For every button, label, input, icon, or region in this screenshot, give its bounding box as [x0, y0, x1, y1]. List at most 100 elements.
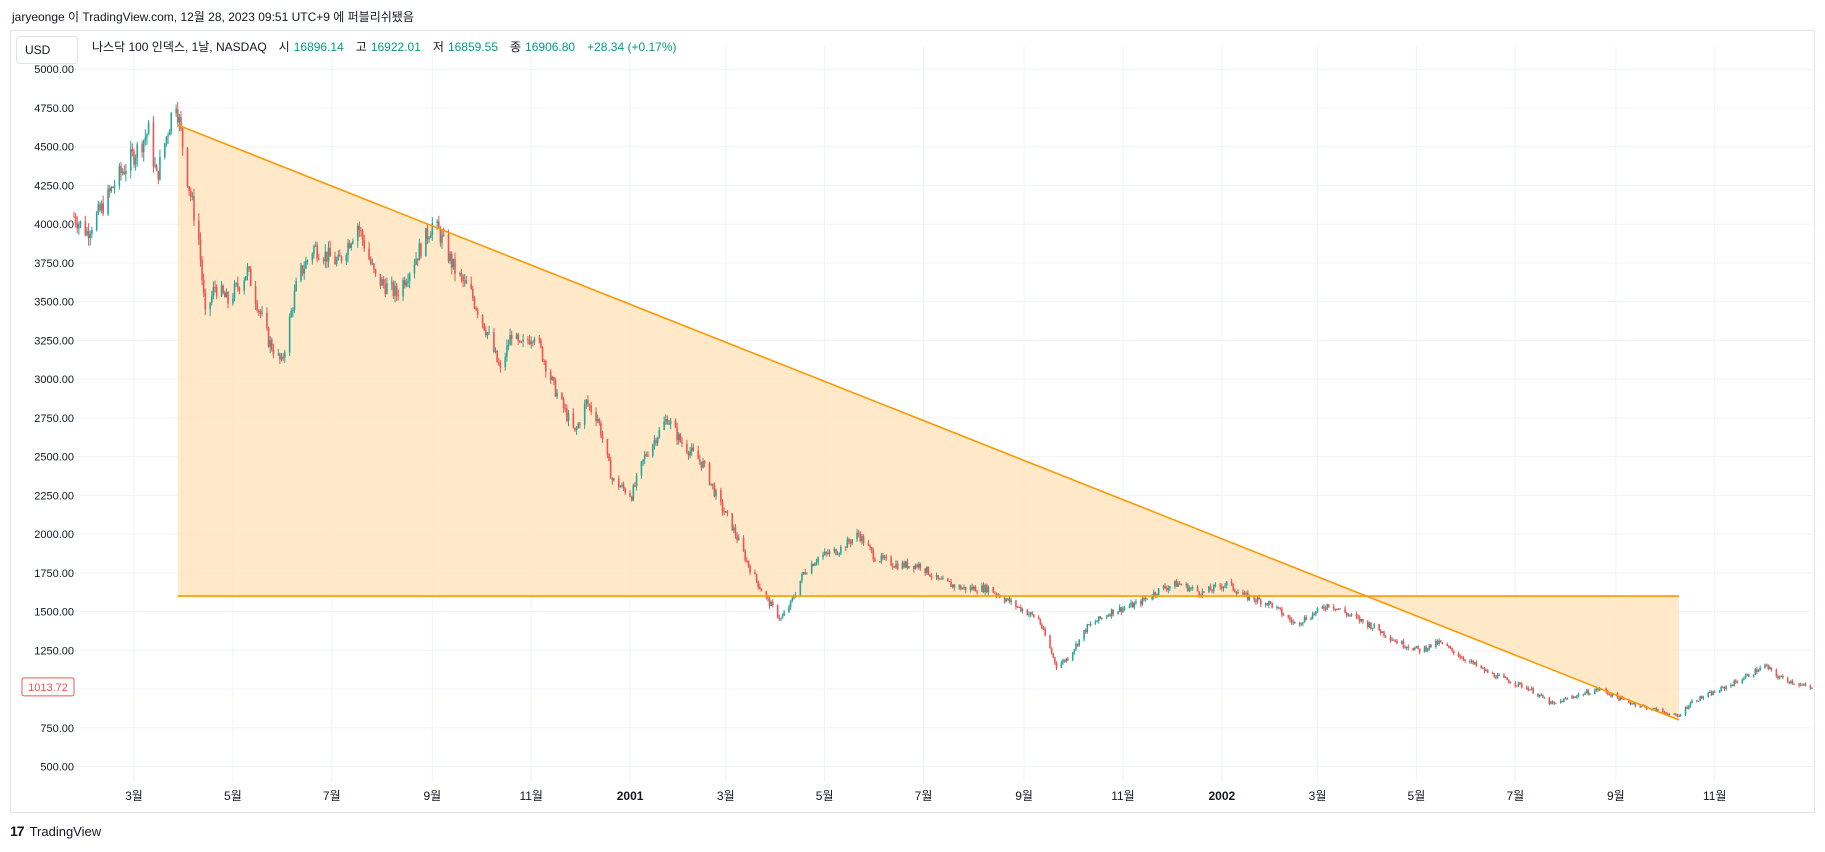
candle-body [904, 561, 907, 568]
candle-body [890, 557, 892, 566]
candle-body [1712, 691, 1714, 696]
descending-trendline[interactable] [177, 124, 1680, 721]
candle-body [908, 566, 910, 569]
candle-body [679, 434, 682, 442]
candle-body [1744, 675, 1747, 679]
candle-body [1118, 607, 1121, 612]
candle-body [1709, 691, 1711, 694]
candle-body [305, 260, 307, 269]
x-tick-label: 11월 [519, 789, 543, 803]
candle-body [1339, 608, 1342, 610]
candle-body [76, 223, 79, 229]
candle-body [1151, 597, 1153, 600]
candle-body [426, 228, 429, 240]
candle-body [622, 484, 625, 489]
candle-body [413, 264, 416, 274]
candle-body [1028, 614, 1030, 616]
candle-body [198, 220, 200, 240]
candle-body [1105, 616, 1108, 618]
candle-body [223, 292, 226, 298]
candle-body [73, 216, 75, 218]
candle-body [313, 246, 315, 255]
candle-body [995, 593, 998, 596]
candle-body [867, 543, 870, 546]
candle-body [1292, 621, 1294, 623]
candle-body [1225, 581, 1228, 586]
candle-body [1211, 590, 1213, 592]
candle-body [1300, 623, 1303, 625]
x-tick-label: 7월 [915, 789, 933, 803]
candle-body [903, 562, 905, 568]
candle-body [1587, 690, 1590, 695]
candle-body [1788, 681, 1791, 683]
candle-body [1585, 690, 1588, 694]
y-tick-label: 500.00 [40, 762, 74, 774]
candle-body [1730, 684, 1732, 687]
candle-body [1378, 624, 1380, 631]
candle-body [1005, 599, 1008, 602]
candle-body [1791, 681, 1794, 684]
candle-body [193, 196, 195, 221]
candle-body [1401, 641, 1403, 644]
candle-body [1733, 680, 1735, 686]
candle-body [994, 592, 996, 594]
candle-body [102, 203, 104, 214]
candle-body [793, 597, 795, 599]
candle-body [390, 282, 393, 284]
candle-body [314, 245, 317, 247]
candle-body [1370, 623, 1372, 629]
symbol-legend: 나스닥 100 인덱스, 1날, NASDAQ 시 16896.14 고 16922… [92, 38, 677, 55]
currency-button[interactable]: USD [16, 36, 78, 64]
candle-body [452, 258, 455, 268]
candle-body [1428, 644, 1431, 649]
candle-body [1449, 647, 1452, 649]
candle-body [180, 117, 182, 129]
candle-body [519, 340, 521, 342]
candle-body [963, 586, 965, 589]
candle-body [836, 554, 839, 556]
candle-body [227, 292, 229, 304]
tradingview-logo[interactable]: 17 TradingView [10, 823, 101, 839]
candle-body [1757, 670, 1760, 673]
candle-body [510, 334, 513, 340]
candle-body [1448, 645, 1450, 648]
candle-body [1243, 592, 1246, 595]
candle-body [1180, 584, 1183, 586]
candle-body [925, 566, 928, 573]
candle-body [1430, 644, 1432, 648]
candle-body [1203, 591, 1205, 593]
candle-body [778, 617, 781, 619]
candle-body [575, 427, 578, 431]
candle-body [267, 328, 270, 347]
candle-body [347, 242, 349, 255]
candle-body [1676, 714, 1679, 717]
candle-body [1392, 639, 1395, 641]
candle-body [538, 338, 541, 341]
candle-body [442, 234, 445, 236]
candle-body [1282, 614, 1285, 616]
candle-body [600, 423, 602, 436]
candle-body [715, 490, 717, 497]
candle-body [1099, 616, 1102, 619]
candle-body [1289, 617, 1291, 620]
candle-body [1242, 592, 1244, 595]
candle-body [1673, 713, 1675, 715]
candle-body [420, 243, 422, 257]
candle-body [1722, 686, 1724, 688]
candle-body [1362, 619, 1364, 622]
candle-body [472, 289, 474, 299]
candle-body [283, 352, 286, 358]
candle-body [1020, 606, 1022, 612]
candle-body [708, 462, 711, 485]
close-label: 종 [510, 40, 522, 54]
x-tick-label: 9월 [423, 789, 441, 803]
candle-body [1801, 684, 1804, 686]
candle-body [475, 307, 477, 310]
candle-body [1718, 690, 1721, 693]
candle-body [1313, 613, 1316, 615]
y-tick-label: 2000.00 [34, 529, 74, 541]
y-tick-label: 1500.00 [34, 607, 74, 619]
candle-body [587, 399, 589, 405]
candle-body [891, 565, 894, 567]
